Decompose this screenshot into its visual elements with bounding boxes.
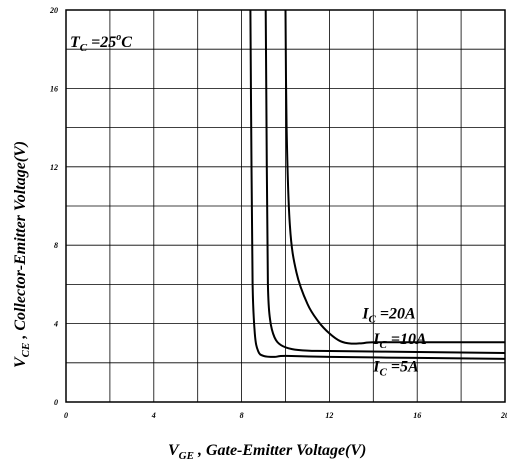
x-tick-label: 12 [325, 411, 333, 420]
series-label-0: IC =5A [372, 359, 419, 379]
y-tick-label: 16 [50, 84, 58, 93]
tick-labels: 0 4 8 12 16 20 0 4 8 12 16 20 [49, 6, 507, 420]
x-axis-title: VGE , Gate-Emitter Voltage(V) [168, 442, 366, 462]
series-line-0 [249, 9, 506, 360]
y-tick-label: 12 [50, 163, 58, 172]
series-line-1 [264, 9, 506, 354]
series-label-1: IC =10A [372, 331, 427, 351]
series-group [249, 9, 506, 360]
x-tick-label: 4 [151, 411, 156, 420]
x-tick-label: 16 [413, 411, 421, 420]
x-tick-label: 8 [240, 411, 244, 420]
x-tick-label: 0 [64, 411, 68, 420]
x-tick-label: 20 [500, 411, 507, 420]
y-axis-title: VCE , Collector-Emitter Voltage(V) [12, 141, 32, 368]
series-line-2 [284, 9, 505, 345]
series-labels: IC =5A IC =10A IC =20A [361, 306, 427, 379]
temperature-annotation: TC =25oC [70, 32, 132, 54]
series-label-2: IC =20A [361, 306, 416, 326]
y-tick-label: 20 [49, 6, 58, 15]
y-tick-label: 4 [53, 320, 58, 329]
plot-frame [65, 9, 506, 403]
y-tick-label: 8 [54, 241, 58, 250]
y-tick-label: 0 [54, 398, 58, 407]
